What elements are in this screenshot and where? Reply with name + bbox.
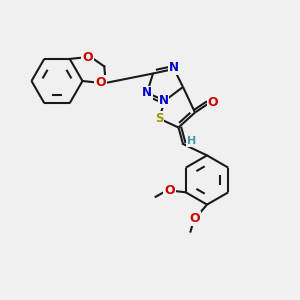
Text: O: O: [190, 212, 200, 225]
Text: O: O: [82, 51, 93, 64]
Text: S: S: [155, 112, 163, 125]
Text: H: H: [187, 136, 196, 146]
Text: N: N: [158, 94, 169, 107]
Text: O: O: [95, 76, 106, 89]
Text: O: O: [164, 184, 175, 197]
Text: N: N: [142, 86, 152, 100]
Text: O: O: [208, 95, 218, 109]
Text: N: N: [169, 61, 179, 74]
